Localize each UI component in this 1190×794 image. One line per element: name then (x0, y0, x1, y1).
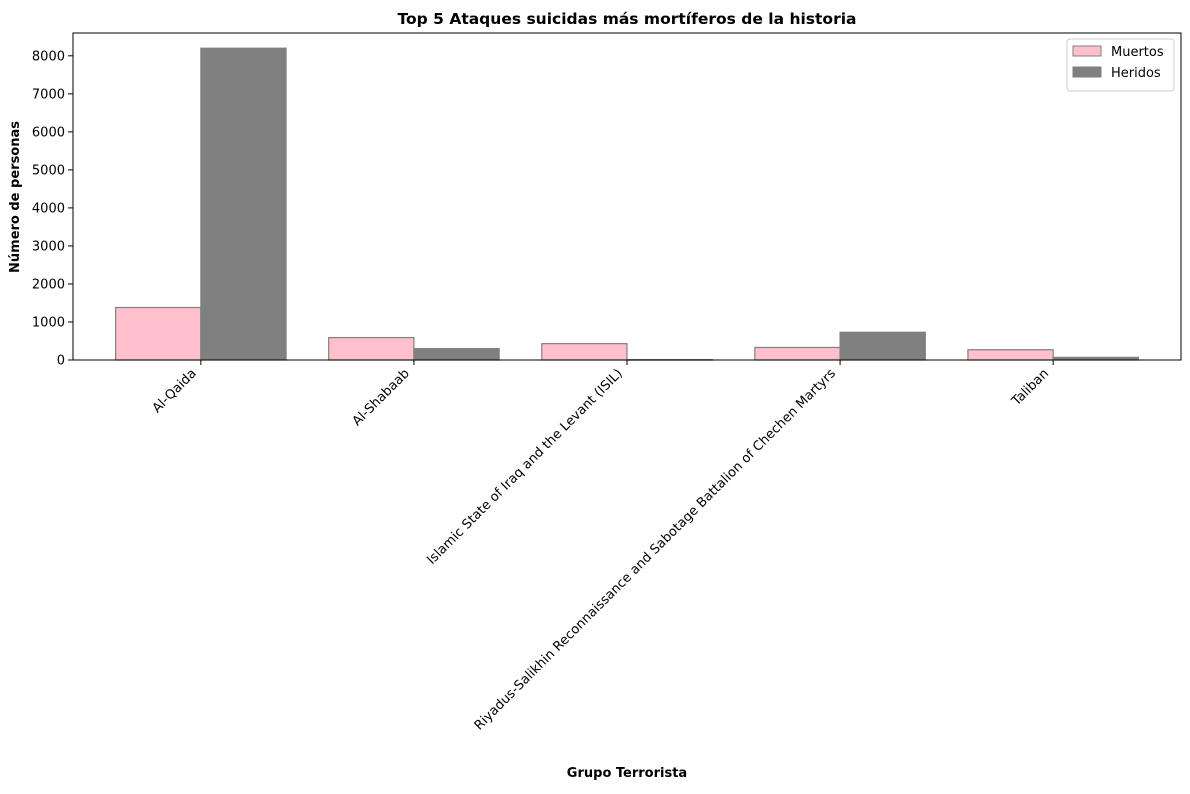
x-tick-label: Islamic State of Iraq and the Levant (IS… (424, 366, 626, 568)
chart-title: Top 5 Ataques suicidas más mortíferos de… (397, 10, 856, 28)
legend: Muertos Heridos (1066, 38, 1175, 92)
y-tick-label: 0 (57, 354, 65, 369)
y-tick-label: 1000 (32, 315, 65, 330)
legend-label-heridos: Heridos (1111, 66, 1161, 81)
x-tick-label: Riyadus-Salikhin Reconnaissance and Sabo… (472, 366, 839, 733)
x-axis-label: Grupo Terrorista (567, 766, 687, 781)
bar-heridos-1 (200, 47, 287, 361)
y-tick-label: 4000 (32, 201, 65, 216)
y-tick-label: 8000 (32, 49, 65, 64)
x-tick-label: Al-Shabaab (350, 366, 413, 429)
bar-muertos-3 (541, 343, 628, 361)
y-tick-label: 7000 (32, 87, 65, 102)
x-tick-label: Taliban (1009, 366, 1052, 409)
x-tick-label: Al-Qaida (150, 366, 200, 416)
y-tick-label: 5000 (32, 163, 65, 178)
y-tick-label: 3000 (32, 239, 65, 254)
bars-layer (115, 47, 1139, 361)
legend-swatch-muertos (1072, 45, 1102, 57)
legend-swatch-heridos (1072, 66, 1102, 78)
bar-muertos-4 (754, 346, 841, 361)
y-tick-label: 2000 (32, 277, 65, 292)
y-tick-label: 6000 (32, 125, 65, 140)
bar-muertos-1 (115, 306, 202, 361)
legend-label-muertos: Muertos (1111, 45, 1164, 60)
bar-muertos-5 (967, 349, 1054, 361)
y-axis-label: Número de personas (8, 121, 23, 273)
bar-heridos-4 (839, 331, 926, 361)
bar-heridos-2 (413, 347, 500, 361)
bar-muertos-2 (328, 336, 415, 361)
